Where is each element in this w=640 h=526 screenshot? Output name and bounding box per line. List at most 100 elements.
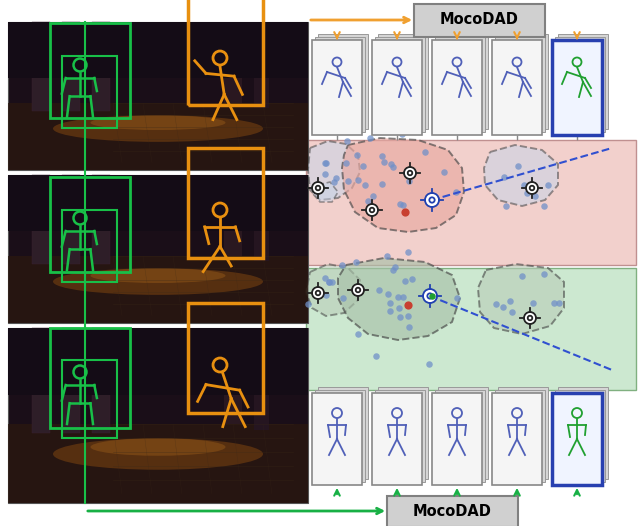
Point [397,129,407,138]
Bar [32,22,50,111]
Bar [432,393,482,485]
Bar [306,268,636,390]
Bar [62,328,80,433]
Point [303,299,313,308]
Ellipse shape [90,268,225,283]
Point [513,162,524,170]
Point [341,159,351,167]
Point [451,188,461,196]
Bar [32,328,50,433]
Bar [498,387,548,479]
Bar [8,175,308,231]
Bar [558,387,608,479]
Point [522,189,532,197]
Point [398,292,408,301]
Point [324,278,334,287]
Bar [8,328,308,394]
Bar [495,390,545,482]
Point [527,299,538,308]
Point [377,152,387,160]
Point [554,298,564,307]
Point [427,292,437,300]
Bar [50,177,130,272]
Circle shape [312,287,324,299]
Bar [32,175,50,264]
Point [337,261,348,269]
Bar [558,34,608,129]
Point [338,294,348,302]
Point [427,196,437,204]
Point [382,251,392,260]
Point [358,162,369,170]
Point [398,200,408,209]
Bar [50,23,130,118]
Circle shape [526,182,538,194]
Point [388,265,398,274]
Bar [375,390,425,482]
Point [371,352,381,360]
Bar [224,175,242,256]
Point [377,180,387,188]
Point [425,291,435,299]
Bar [62,175,80,264]
Point [504,297,515,306]
Point [331,174,341,183]
Point [351,258,361,267]
Circle shape [366,204,378,216]
Point [320,159,330,167]
Bar [378,34,428,129]
Point [403,312,413,320]
Bar [306,140,636,265]
Bar [92,175,110,264]
Point [329,177,339,186]
Point [352,150,362,159]
Point [516,271,527,280]
Bar [492,393,542,485]
Point [374,286,384,294]
Bar [375,37,425,132]
Point [400,208,410,216]
Point [539,270,549,278]
Bar [92,22,110,111]
Bar [62,56,117,128]
Polygon shape [338,258,460,340]
Polygon shape [478,264,564,334]
Bar [188,0,263,105]
Ellipse shape [53,438,263,470]
Bar [188,148,263,258]
Point [320,274,330,282]
Bar [8,256,308,323]
Bar [8,424,308,503]
Bar [50,328,130,428]
Point [342,137,352,146]
Point [390,263,400,271]
Bar [378,387,428,479]
Bar [435,37,485,132]
Circle shape [425,193,439,207]
FancyBboxPatch shape [387,495,518,526]
Bar [372,40,422,135]
Point [424,360,434,368]
Circle shape [352,284,364,296]
Point [519,180,529,189]
Point [403,247,413,256]
Bar [224,328,242,424]
Point [542,180,552,189]
Point [420,147,430,156]
Bar [8,175,308,323]
Bar [495,37,545,132]
Ellipse shape [90,438,225,456]
Point [500,201,511,210]
Bar [552,40,602,135]
Circle shape [423,289,437,303]
Polygon shape [313,182,338,202]
Point [321,159,332,167]
Bar [315,390,365,482]
Point [353,330,363,339]
Bar [315,37,365,132]
Bar [92,328,110,433]
Point [363,197,373,205]
Point [395,313,405,321]
Bar [318,387,368,479]
Bar [432,40,482,135]
